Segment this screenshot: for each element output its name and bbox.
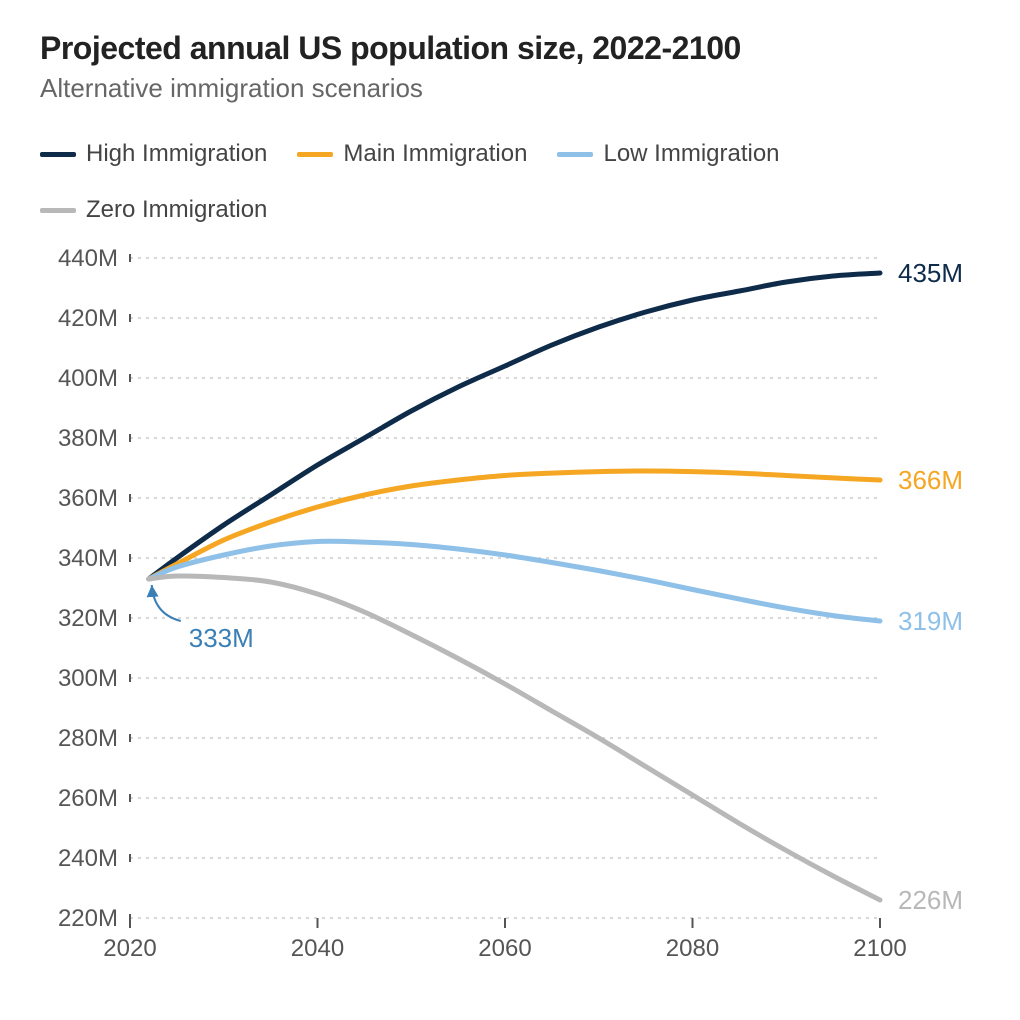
y-axis-label: 360M bbox=[58, 485, 118, 512]
legend-item-main: Main Immigration bbox=[297, 140, 527, 168]
chart-title: Projected annual US population size, 202… bbox=[40, 30, 990, 67]
y-axis-label: 380M bbox=[58, 425, 118, 452]
start-annotation-label: 333M bbox=[189, 623, 254, 653]
chart-plot-area: 220M 240M 260M 280M 300M 320M 340M 360M 380M 400M… bbox=[40, 248, 990, 968]
y-axis-label: 260M bbox=[58, 785, 118, 812]
y-axis-label: 400M bbox=[58, 365, 118, 392]
y-axis-label: 320M bbox=[58, 605, 118, 632]
series-end-label: 366M bbox=[898, 465, 963, 495]
legend-swatch bbox=[557, 152, 593, 157]
x-axis-label: 2020 bbox=[103, 935, 156, 962]
x-axis-label: 2100 bbox=[853, 935, 906, 962]
series-end-label: 435M bbox=[898, 258, 963, 288]
y-axis-label: 340M bbox=[58, 545, 118, 572]
series-end-label: 226M bbox=[898, 885, 963, 915]
chart-svg: 220M 240M 260M 280M 300M 320M 340M 360M 380M 400M… bbox=[40, 248, 990, 968]
x-axis-label: 2080 bbox=[666, 935, 719, 962]
series-line bbox=[149, 273, 880, 579]
legend-label: Zero Immigration bbox=[86, 196, 267, 224]
chart-container: Projected annual US population size, 202… bbox=[0, 0, 1020, 998]
legend-label: Low Immigration bbox=[603, 140, 779, 168]
legend-item-high: High Immigration bbox=[40, 140, 267, 168]
legend-label: High Immigration bbox=[86, 140, 267, 168]
series-line bbox=[149, 471, 880, 579]
y-axis-label: 220M bbox=[58, 905, 118, 932]
legend-item-low: Low Immigration bbox=[557, 140, 779, 168]
x-axis-label: 2060 bbox=[478, 935, 531, 962]
legend-item-zero: Zero Immigration bbox=[40, 196, 267, 224]
chart-subtitle: Alternative immigration scenarios bbox=[40, 73, 990, 104]
series-end-label: 319M bbox=[898, 606, 963, 636]
y-axis-label: 300M bbox=[58, 665, 118, 692]
y-axis-label: 280M bbox=[58, 725, 118, 752]
y-axis-label: 440M bbox=[58, 248, 118, 272]
y-axis-label: 240M bbox=[58, 845, 118, 872]
x-axis-label: 2040 bbox=[291, 935, 344, 962]
legend-swatch bbox=[297, 152, 333, 157]
legend-swatch bbox=[40, 152, 76, 157]
y-axis-label: 420M bbox=[58, 305, 118, 332]
legend: High Immigration Main Immigration Low Im… bbox=[40, 140, 990, 224]
start-annotation-arrow bbox=[152, 585, 181, 621]
legend-label: Main Immigration bbox=[343, 140, 527, 168]
legend-swatch bbox=[40, 208, 76, 213]
